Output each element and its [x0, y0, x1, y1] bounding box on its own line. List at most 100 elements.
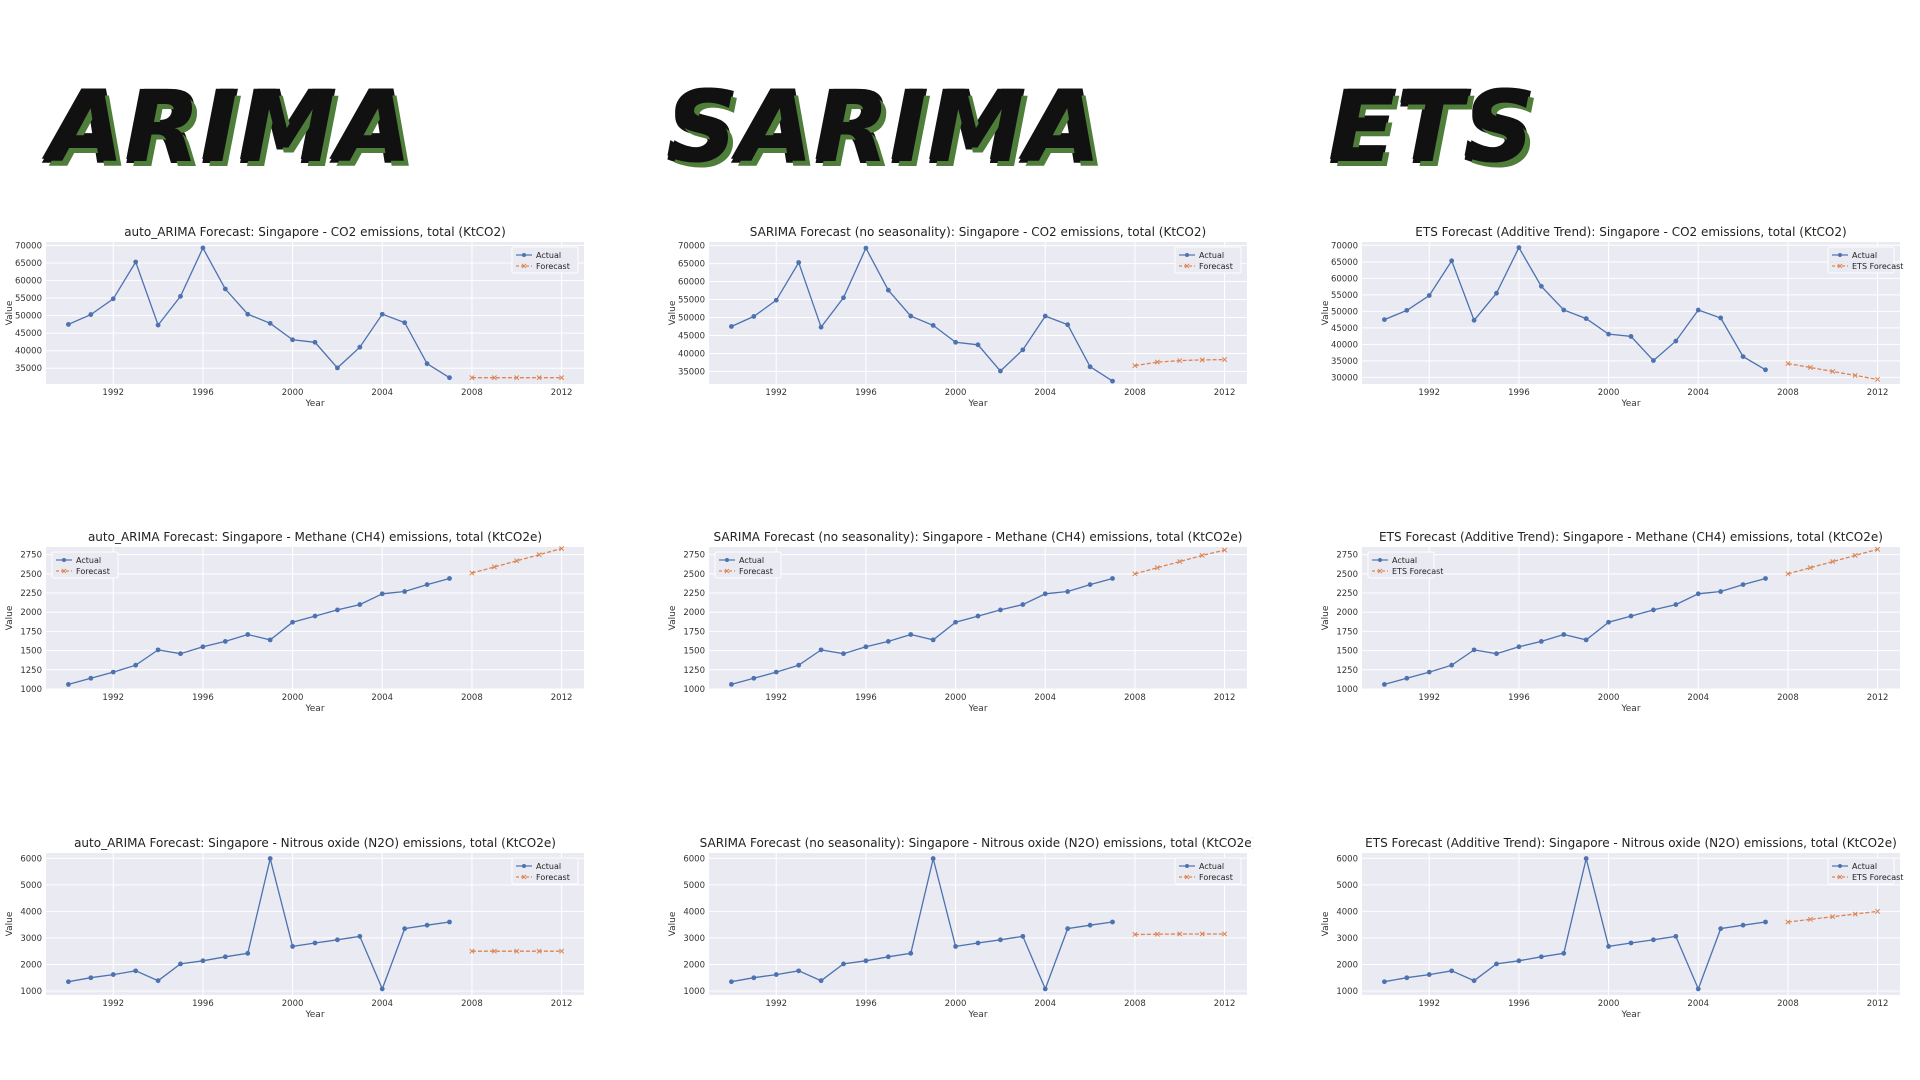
marker-stroke: [514, 558, 520, 564]
marker-stroke: [536, 552, 542, 558]
y-tick-label: 55000: [15, 294, 42, 304]
marker-stroke: [491, 564, 497, 570]
forecast-data-point: [1807, 565, 1813, 571]
x-tick-label: 2008: [461, 388, 483, 398]
actual-data-point: [133, 662, 139, 668]
y-tick-label: 45000: [15, 329, 42, 339]
legend-marker: [61, 568, 67, 574]
actual-data-point: [133, 259, 139, 265]
y-tick-label: 1250: [1336, 666, 1358, 676]
legend-marker: [522, 253, 526, 257]
legend-label: Forecast: [1199, 262, 1233, 271]
x-axis-label: Year: [1620, 1010, 1640, 1020]
x-axis-label: Year: [1620, 704, 1640, 714]
chart-arima-n2o: auto_ARIMA Forecast: Singapore - Nitrous…: [0, 833, 590, 1028]
actual-data-point: [1065, 589, 1071, 594]
legend: Actual Forecast: [511, 246, 579, 274]
y-tick-label: 4000: [1336, 907, 1358, 917]
marker-stroke: [1132, 931, 1138, 938]
legend-marker: [1185, 253, 1189, 257]
actual-data-point: [1020, 933, 1026, 939]
forecast-data-point: [1785, 360, 1791, 367]
actual-data-point: [863, 644, 869, 650]
marker-stroke: [491, 948, 497, 954]
marker-stroke: [469, 570, 475, 576]
actual-data-point: [751, 975, 757, 981]
actual-data-point: [290, 337, 295, 343]
chart-title: ETS Forecast (Additive Trend): Singapore…: [1365, 836, 1897, 850]
actual-series-line: [731, 858, 1113, 991]
y-tick-label: 60000: [15, 277, 42, 287]
x-tick-label: 2008: [1124, 999, 1146, 1009]
y-tick-label: 4000: [20, 907, 42, 917]
actual-data-point: [1516, 245, 1522, 251]
actual-data-point: [1628, 940, 1634, 946]
actual-data-point: [1561, 307, 1567, 313]
y-tick-label: 6000: [20, 854, 42, 864]
y-tick-label: 1750: [1336, 627, 1358, 637]
legend: Actual ETS Forecast: [1827, 857, 1903, 885]
x-axis-label: Year: [304, 704, 324, 714]
chart-arima-ch4: auto_ARIMA Forecast: Singapore - Methane…: [0, 527, 590, 722]
actual-data-point: [1426, 293, 1432, 298]
actual-data-point: [66, 681, 71, 687]
y-tick-label: 3000: [20, 934, 42, 944]
actual-data-point: [729, 324, 734, 329]
y-tick-label: 1000: [1336, 685, 1358, 695]
marker-stroke: [514, 948, 520, 954]
legend-marker: [1378, 558, 1382, 562]
forecast-data-point: [1875, 546, 1881, 552]
actual-data-point: [110, 669, 116, 675]
marker-stroke: [559, 375, 565, 381]
actual-data-point: [1583, 637, 1589, 643]
actual-data-point: [773, 297, 779, 303]
y-tick-label: 1500: [20, 647, 42, 657]
actual-data-point: [729, 681, 734, 687]
actual-data-point: [1538, 639, 1544, 644]
actual-data-point: [1494, 290, 1499, 296]
legend: Actual Forecast: [51, 551, 119, 579]
plot-area: [709, 853, 1247, 995]
forecast-data-point: [1132, 931, 1138, 938]
marker-stroke: [1807, 565, 1813, 571]
chart-svg: ETS Forecast (Additive Trend): Singapore…: [1321, 225, 1903, 409]
legend: Actual ETS Forecast: [1367, 551, 1443, 579]
x-tick-label: 2004: [371, 999, 393, 1009]
forecast-data-point: [514, 558, 520, 564]
forecast-data-point: [469, 375, 475, 381]
actual-data-point: [335, 937, 340, 943]
marker-stroke: [1199, 357, 1205, 363]
x-axis-label: Year: [304, 399, 324, 409]
actual-data-point: [1718, 589, 1724, 594]
actual-data-point: [1110, 576, 1115, 581]
x-tick-label: 2000: [945, 693, 967, 703]
y-tick-label: 70000: [15, 242, 42, 252]
actual-data-point: [908, 950, 914, 956]
actual-data-point: [1471, 317, 1477, 323]
actual-data-point: [1110, 378, 1115, 384]
actual-data-point: [267, 320, 273, 326]
legend-marker: [1184, 874, 1190, 880]
actual-data-point: [1606, 619, 1611, 625]
forecast-data-point: [1154, 931, 1160, 937]
actual-data-point: [110, 296, 116, 302]
y-tick-label: 60000: [678, 278, 705, 288]
legend-label: Forecast: [739, 567, 773, 576]
x-tick-label: 1996: [855, 693, 877, 703]
y-tick-label: 35000: [15, 364, 42, 374]
x-tick-label: 2000: [282, 693, 304, 703]
y-tick-label: 1000: [20, 987, 42, 997]
y-tick-label: 2000: [1336, 960, 1358, 970]
actual-series-line: [1384, 246, 1766, 371]
x-tick-label: 2000: [945, 999, 967, 1009]
marker-stroke: [469, 375, 475, 381]
y-tick-label: 40000: [678, 349, 705, 359]
actual-data-point: [1606, 331, 1611, 337]
y-axis-label: Value: [668, 605, 678, 630]
x-tick-label: 1996: [192, 388, 214, 398]
forecast-data-point: [1199, 552, 1205, 558]
forecast-data-point: [1199, 357, 1205, 363]
x-tick-label: 2000: [1598, 693, 1620, 703]
actual-data-point: [975, 342, 981, 348]
actual-data-point: [1110, 919, 1115, 925]
